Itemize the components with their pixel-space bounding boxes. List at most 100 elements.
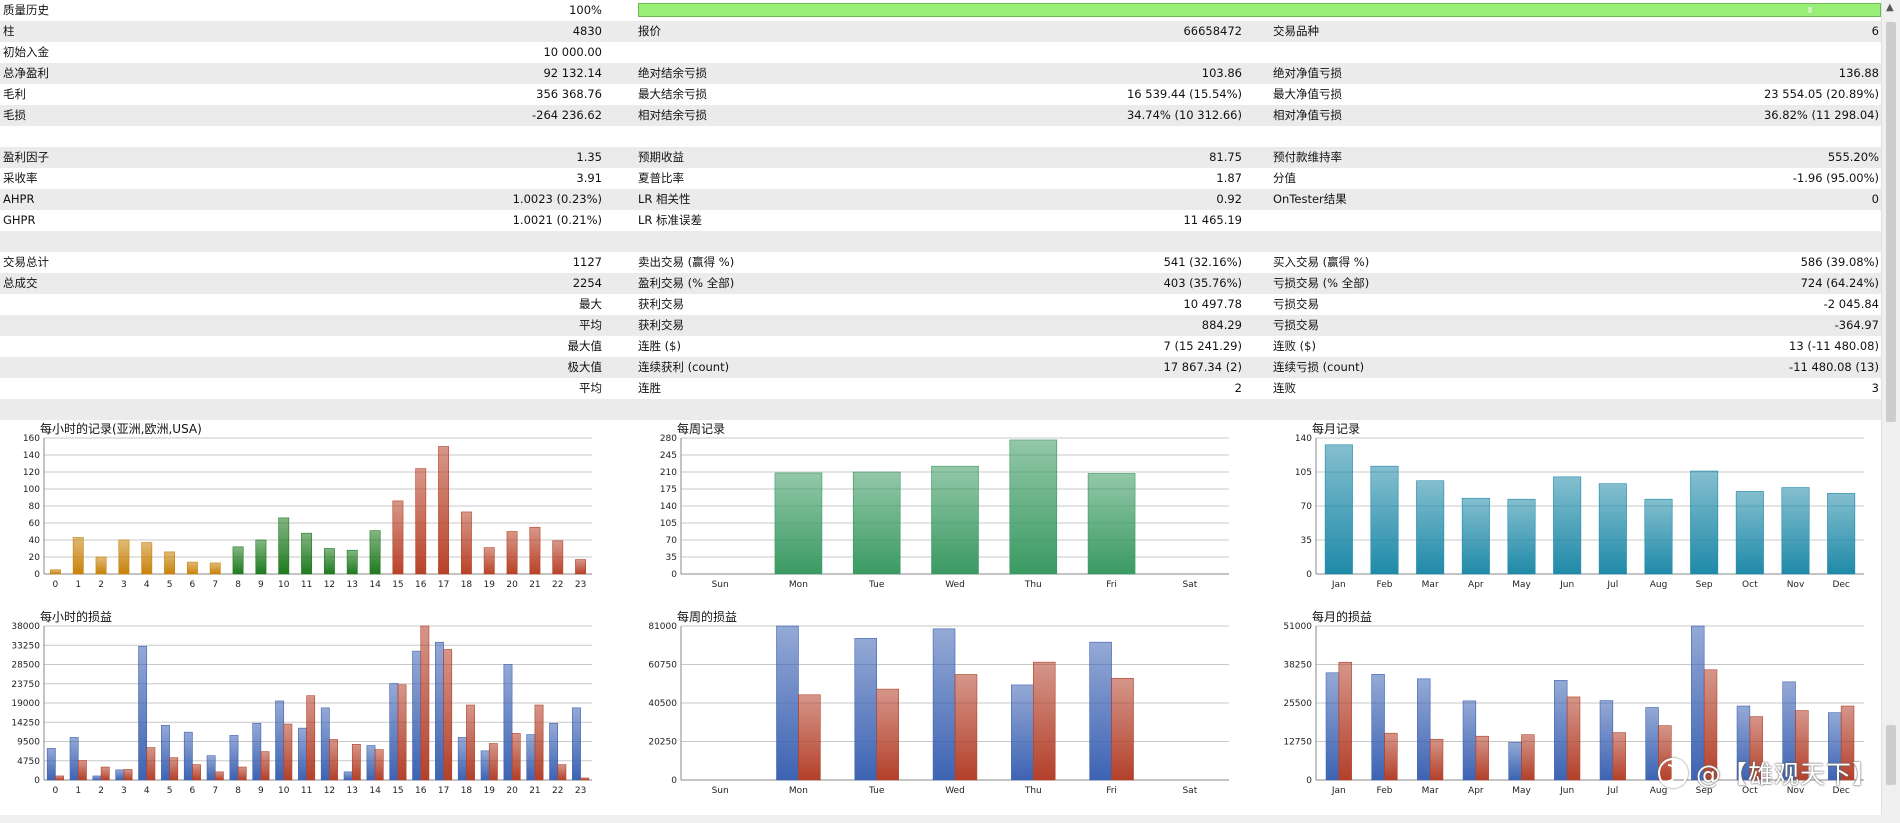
x-tick-label: 17	[438, 580, 449, 590]
x-tick-label: Oct	[1742, 580, 1758, 590]
bar	[46, 748, 56, 781]
y-tick-label: 19000	[11, 699, 40, 709]
stats-row: 最大 获利交易 10 497.78 亏损交易 -2 045.84	[0, 294, 1882, 315]
x-tick-label: 16	[415, 580, 427, 590]
bar	[209, 562, 221, 575]
y-tick-label: 160	[23, 434, 40, 444]
stats-row: 毛利 356 368.76 最大结余亏损 16 539.44 (15.54%) 最大净值…	[0, 84, 1882, 105]
y-tick-label: 60	[29, 519, 41, 529]
cell-c2: 相对结余亏损	[638, 108, 707, 122]
bar	[1735, 491, 1764, 575]
cell-c5: -2 045.84	[1823, 297, 1879, 311]
y-tick-label: 120	[23, 468, 40, 478]
scrollbar-thumb-lower[interactable]	[1886, 725, 1896, 785]
scrollbar-thumb[interactable]	[1886, 22, 1896, 422]
bar	[1032, 661, 1056, 781]
x-tick-label: Fri	[1106, 786, 1117, 796]
x-tick-label: 21	[529, 580, 540, 590]
y-tick-label: 51000	[1283, 622, 1312, 632]
y-tick-label: 23750	[11, 680, 40, 690]
cell-c2: 报价	[638, 24, 661, 38]
bar	[306, 695, 316, 781]
bar	[1461, 497, 1490, 575]
bar	[529, 526, 541, 575]
x-tick-label: Feb	[1377, 580, 1393, 590]
cell-c4: 连败 ($)	[1273, 339, 1316, 353]
cell-c0: 初始入金	[3, 45, 49, 59]
cell-c2: 获利交易	[638, 297, 684, 311]
y-tick-label: 70	[1301, 502, 1313, 512]
y-tick-label: 0	[34, 776, 40, 786]
stats-row: 最大值 连胜 ($) 7 (15 241.29) 连败 ($) 13 (-11 480.…	[0, 336, 1882, 357]
bar	[278, 517, 290, 575]
cell-c4: 最大净值亏损	[1273, 87, 1342, 101]
x-tick-label: 7	[212, 580, 218, 590]
stats-row: 平均 连胜 2 连败 3	[0, 378, 1882, 399]
cell-c0: GHPR	[3, 213, 36, 227]
x-tick-label: 14	[369, 786, 381, 796]
cell-c0: 毛损	[3, 108, 26, 122]
y-tick-label: 25500	[1283, 699, 1312, 709]
cell-c4: 分值	[1273, 171, 1296, 185]
cell-c3: 541 (32.16%)	[1163, 255, 1242, 269]
cell-c5: 23 554.05 (20.89%)	[1763, 87, 1879, 101]
bar	[480, 750, 490, 781]
x-tick-label: Oct	[1742, 786, 1758, 796]
bar	[420, 625, 430, 781]
zhihu-logo-icon	[1658, 758, 1688, 788]
y-tick-label: 35	[666, 553, 677, 563]
cell-c3: 17 867.34 (2)	[1163, 360, 1242, 374]
stats-row	[0, 231, 1882, 252]
cell-c5: 586 (39.08%)	[1800, 255, 1879, 269]
cell-c0: 盈利因子	[3, 150, 49, 164]
bar	[1370, 465, 1399, 575]
x-tick-label: Sat	[1182, 580, 1197, 590]
bar	[255, 539, 267, 575]
y-tick-label: 70	[666, 536, 678, 546]
bar	[161, 724, 170, 781]
scroll-up-icon[interactable]: ▲	[1886, 2, 1894, 13]
x-tick-label: 23	[575, 786, 586, 796]
bar	[123, 769, 133, 781]
bar	[138, 645, 148, 781]
cell-c3: 0.92	[1216, 192, 1242, 206]
cell-c3: 66658472	[1183, 24, 1242, 38]
y-tick-label: 28500	[11, 661, 40, 671]
hourly-count-chart: 每小时的记录(亚洲,欧洲,USA) 0 20 40 60 80 100 120 140 160 0 1…	[0, 420, 600, 592]
x-tick-label: Jan	[1331, 786, 1346, 796]
cell-c1: 3.91	[576, 171, 602, 185]
x-tick-label: 13	[347, 786, 358, 796]
bar	[1795, 710, 1809, 781]
bar	[1521, 734, 1535, 781]
x-tick-label: Mar	[1422, 786, 1439, 796]
quality-value: 100%	[569, 3, 602, 17]
bar	[1749, 716, 1763, 781]
horizontal-scrollbar[interactable]	[0, 815, 1882, 823]
cell-c4: 买入交易 (赢得 %)	[1273, 255, 1370, 269]
cell-c2: 卖出交易 (赢得 %)	[638, 255, 735, 269]
bar	[1111, 677, 1134, 781]
bar	[466, 704, 475, 781]
bar	[69, 737, 79, 781]
cell-c4: 亏损交易	[1273, 318, 1319, 332]
x-tick-label: Mon	[789, 580, 808, 590]
cell-c1: 平均	[579, 381, 602, 395]
bar	[1645, 707, 1659, 781]
bar	[260, 751, 270, 781]
monthly-pl-chart: 每月的损益 0 12750 25500 38250 51000 Jan Feb Mar Apr Ma…	[1272, 608, 1872, 798]
bar	[776, 625, 799, 781]
stats-row: AHPR 1.0023 (0.23%) LR 相关性 0.92 OnTester结果 0	[0, 189, 1882, 210]
x-tick-label: 13	[347, 580, 358, 590]
x-tick-label: 8	[235, 580, 241, 590]
x-tick-label: 4	[144, 580, 150, 590]
bar	[1009, 439, 1058, 575]
vertical-scrollbar[interactable]: ▲	[1881, 0, 1900, 823]
bar	[275, 700, 285, 781]
bar	[580, 777, 590, 781]
bar	[192, 764, 201, 781]
bar	[346, 549, 358, 575]
x-tick-label: Apr	[1468, 786, 1484, 796]
x-tick-label: 8	[235, 786, 241, 796]
x-tick-label: 18	[461, 580, 473, 590]
x-tick-label: 5	[167, 786, 173, 796]
